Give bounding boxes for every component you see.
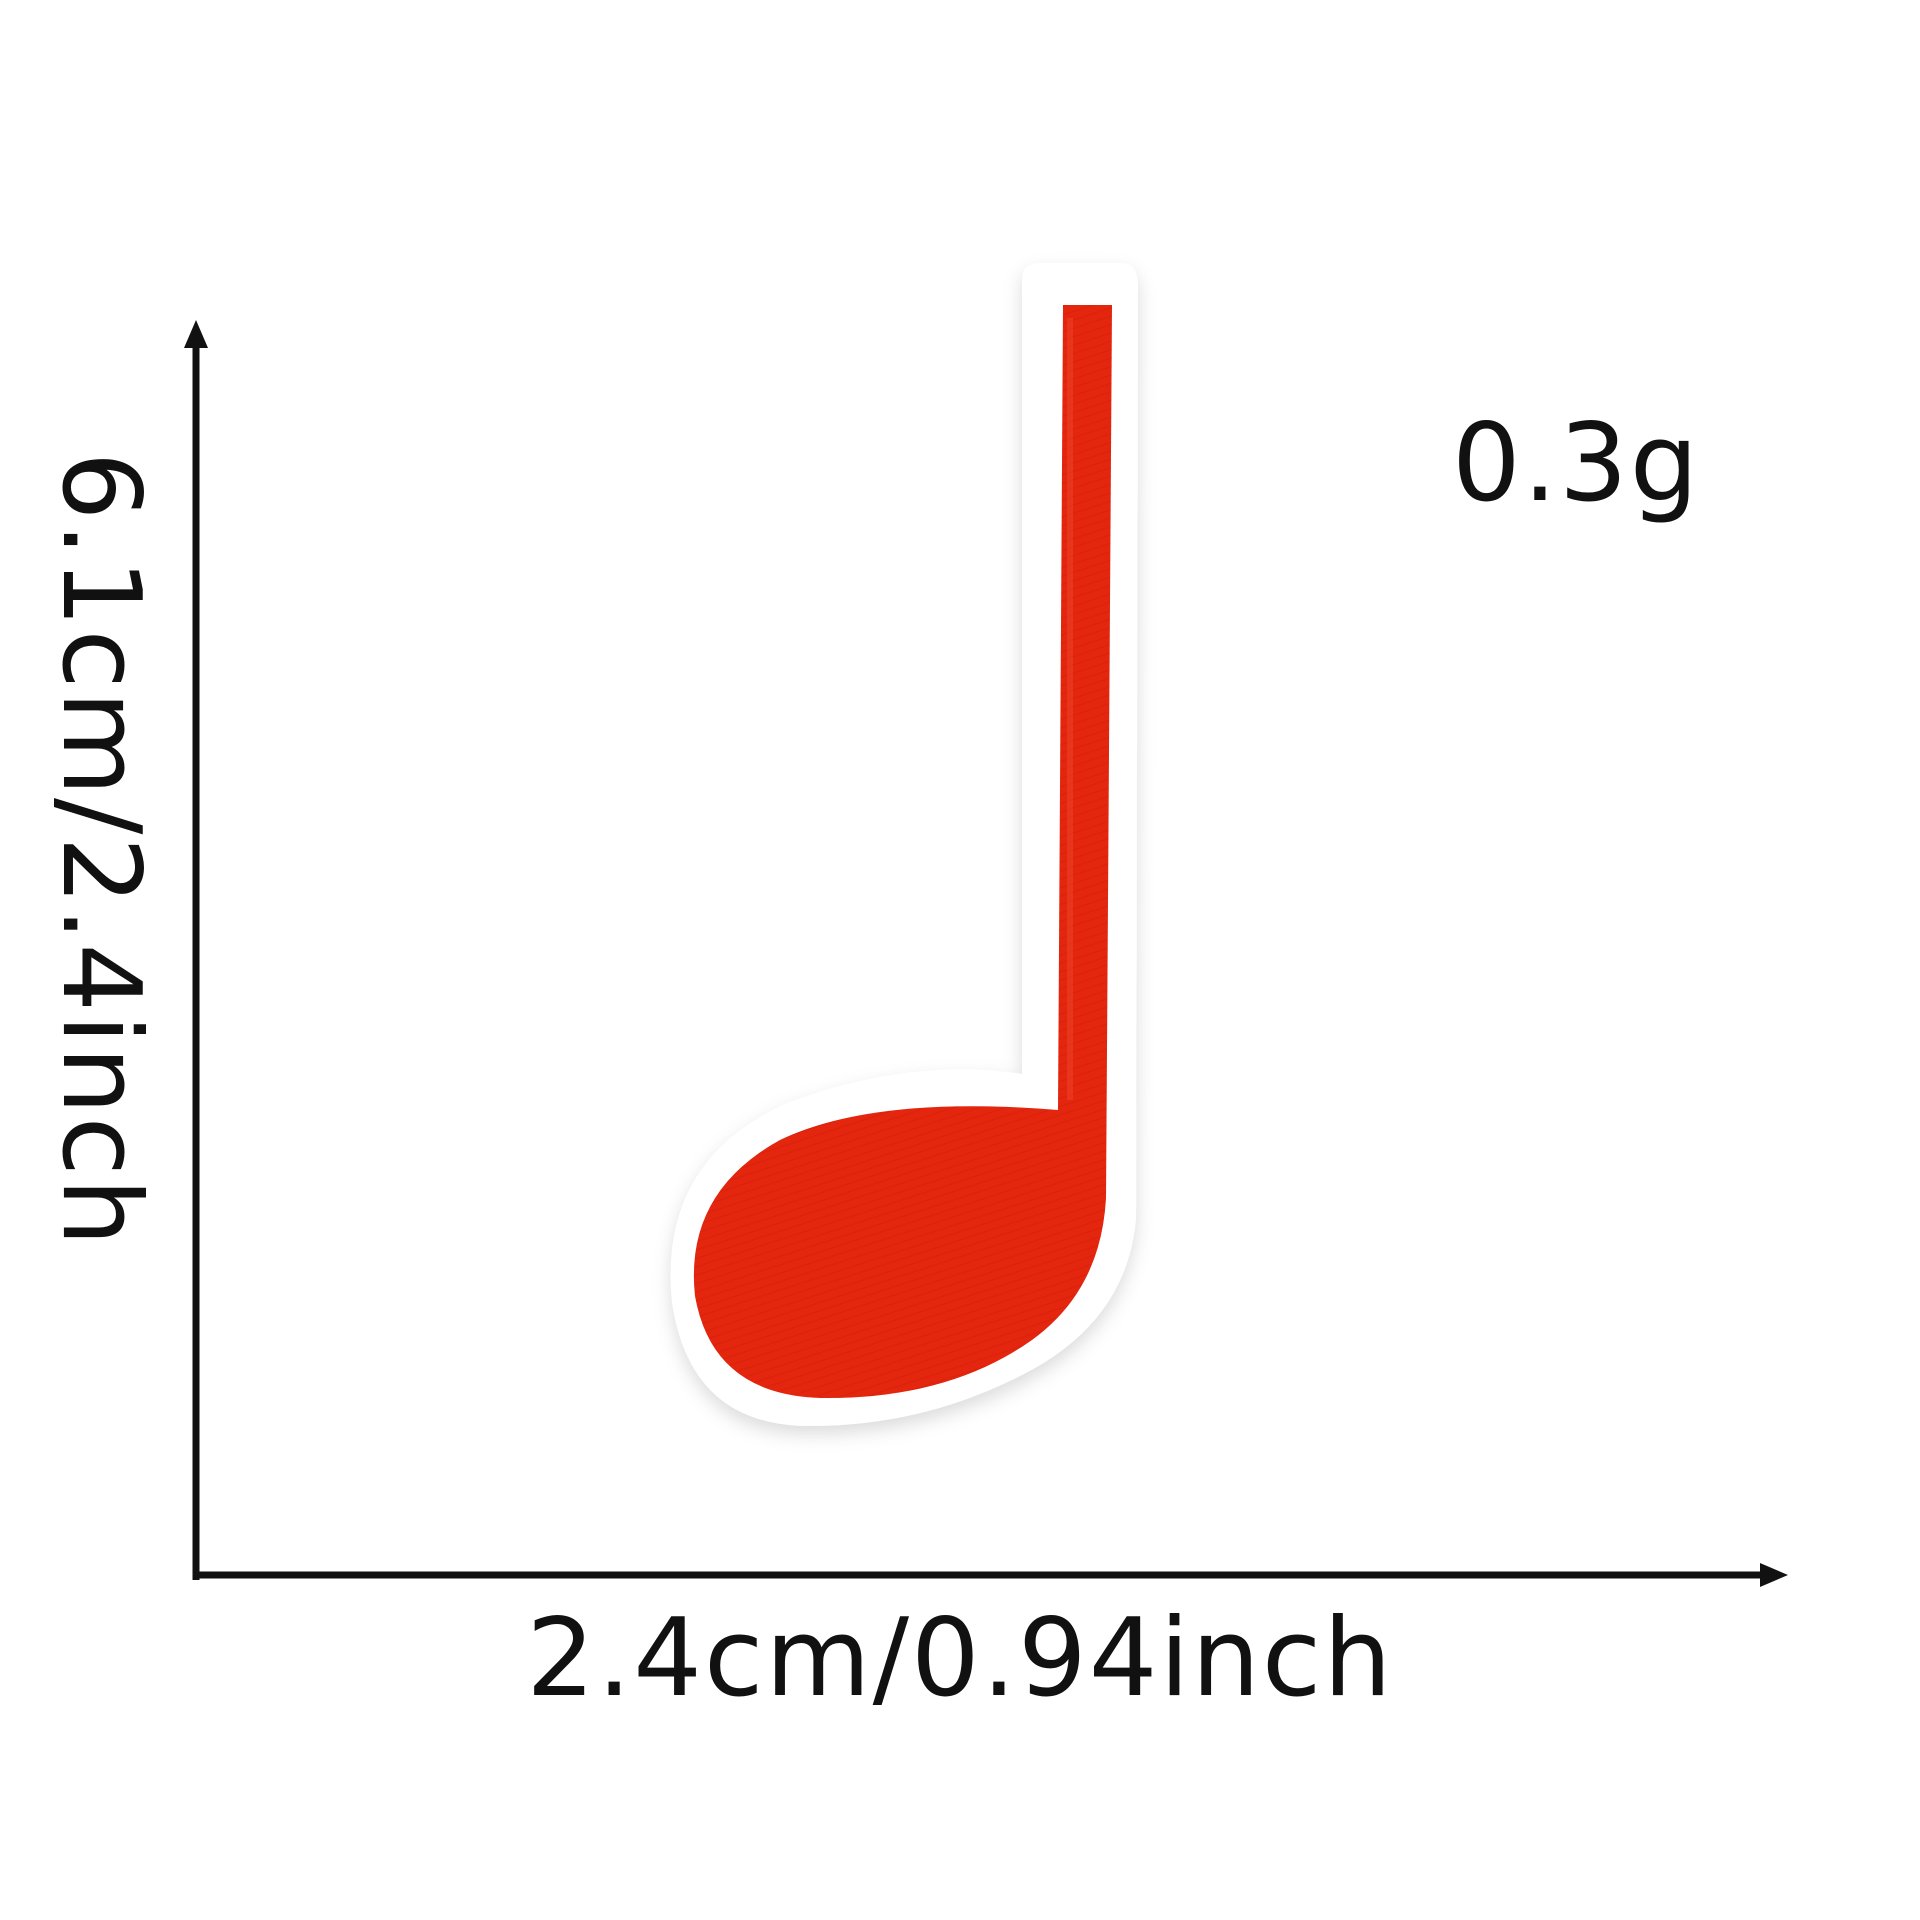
height-arrowhead	[184, 320, 208, 348]
width-arrowhead	[1760, 1563, 1788, 1587]
music-note-patch	[670, 263, 1138, 1426]
note-stitch-texture	[693, 305, 1112, 1398]
width-label: 2.4cm/0.94inch	[526, 1596, 1394, 1721]
weight-label: 0.3g	[1452, 401, 1701, 526]
measurement-axes	[184, 320, 1788, 1587]
height-label: 6.1cm/2.4inch	[38, 451, 163, 1249]
